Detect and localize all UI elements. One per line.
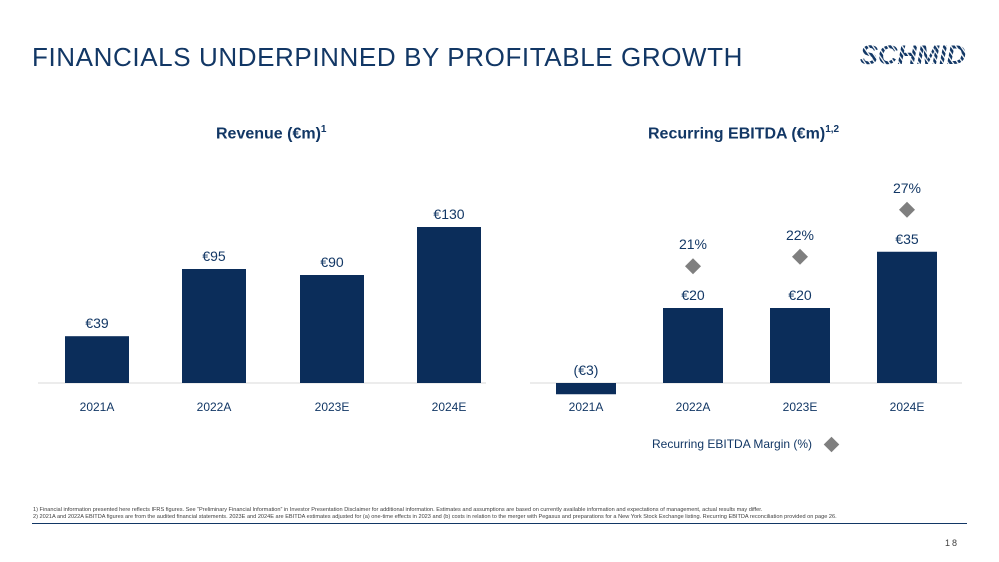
revenue-tick-label: 2023E <box>315 400 350 414</box>
svg-text:SCHMID: SCHMID <box>860 40 966 68</box>
revenue-data-label: €90 <box>320 254 344 270</box>
margin-data-label: 21% <box>679 236 707 252</box>
ebitda-data-label: (€3) <box>574 362 599 378</box>
revenue-bar-2022A <box>182 269 246 383</box>
ebitda-bar-2021A <box>556 383 616 395</box>
margin-data-label: 22% <box>786 227 814 243</box>
revenue-bar-2024E <box>417 227 481 383</box>
revenue-chart-title: Revenue (€m)1 <box>216 124 327 143</box>
revenue-data-label: €95 <box>202 248 226 264</box>
margin-diamond-2023E <box>792 248 808 265</box>
revenue-data-label: €39 <box>85 315 109 331</box>
margin-diamond-2024E <box>899 201 915 218</box>
footnote-2: 2) 2021A and 2022A EBITDA figures are fr… <box>33 514 837 521</box>
ebitda-bar-2024E <box>877 251 937 383</box>
footnotes: 1) Financial information presented here … <box>33 507 973 521</box>
legend-label: Recurring EBITDA Margin (%) <box>652 437 813 451</box>
ebitda-data-label: €35 <box>895 231 919 247</box>
ebitda-tick-label: 2024E <box>890 400 925 414</box>
legend-diamond-marker <box>823 436 840 453</box>
ebitda-tick-label: 2023E <box>783 400 818 414</box>
revenue-tick-label: 2021A <box>80 400 115 414</box>
legend: Recurring EBITDA Margin (%) <box>652 436 840 453</box>
ebitda-tick-label: 2021A <box>569 400 604 414</box>
revenue-tick-label: 2024E <box>432 400 467 414</box>
revenue-bar-2021A <box>65 336 129 383</box>
ebitda-data-label: €20 <box>788 287 812 303</box>
ebitda-tick-label: 2022A <box>676 400 711 414</box>
schmid-logo: SCHMID <box>860 40 966 68</box>
ebitda-data-label: €20 <box>681 287 705 303</box>
margin-diamond-2022A <box>685 258 701 275</box>
ebitda-chart-title: Recurring EBITDA (€m)1,2 <box>648 124 840 143</box>
page-title: FINANCIALS UNDERPINNED BY PROFITABLE GRO… <box>32 42 744 72</box>
footer-divider <box>32 523 967 524</box>
ebitda-bar-2023E <box>770 308 830 383</box>
revenue-bar-2023E <box>300 275 364 383</box>
margin-data-label: 27% <box>893 180 921 196</box>
page-number: 18 <box>945 538 960 548</box>
footnote-1: 1) Financial information presented here … <box>33 507 763 513</box>
revenue-tick-label: 2022A <box>197 400 232 414</box>
revenue-data-label: €130 <box>433 206 464 222</box>
ebitda-bar-2022A <box>663 308 723 383</box>
